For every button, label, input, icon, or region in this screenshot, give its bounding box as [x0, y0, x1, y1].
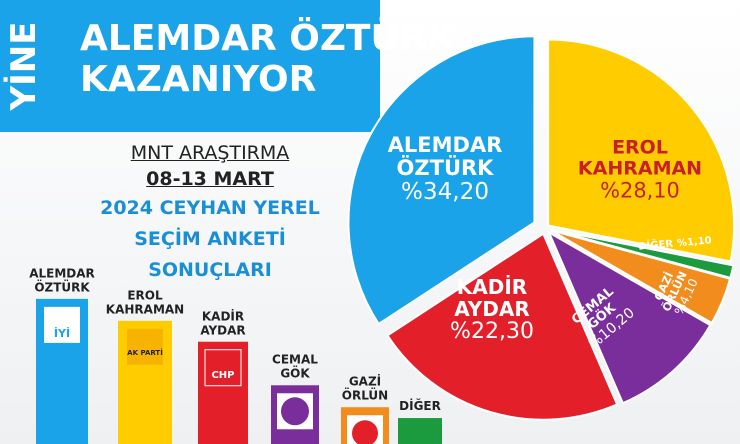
slice-name: KADİR AYDAR: [454, 274, 530, 321]
subtitle-line: SEÇİM ANKETİ: [134, 228, 286, 250]
slice-value: %22,30: [450, 318, 534, 344]
subtitle-line: MNT ARAŞTIRMA: [130, 142, 290, 164]
slice-value: %28,10: [600, 178, 680, 203]
pie-slice: [386, 232, 619, 421]
bar-label: DİĞER: [399, 399, 441, 414]
party-logo: [204, 349, 242, 387]
slice-value: %34,20: [400, 179, 490, 206]
party-logo-text: AK PARTİ: [127, 348, 163, 357]
bar-label: CEMAL GÖK: [272, 352, 318, 381]
subtitle-line: SONUÇLARI: [148, 259, 272, 281]
bar-label: ALEMDAR ÖZTÜRK: [29, 266, 95, 295]
subtitle-line: 2024 CEYHAN YEREL: [100, 197, 320, 219]
bar-label: KADİR AYDAR: [200, 309, 246, 337]
pie-slice: [546, 230, 712, 405]
bar: [398, 418, 442, 444]
slice-label: KADİR AYDAR %22,30: [450, 276, 534, 344]
subtitle-line: 08-13 MART: [146, 168, 274, 190]
slice-label: EROL KAHRAMAN %28,10: [577, 136, 703, 203]
banner: [0, 0, 380, 132]
slice-name: EROL KAHRAMAN: [577, 136, 703, 180]
party-logo-text: CHP: [211, 369, 235, 381]
kicker: YİNE: [4, 21, 44, 111]
party-logo: [44, 306, 80, 343]
slice-label: ALEMDAR ÖZTÜRK %34,20: [388, 134, 503, 206]
slice-name: ALEMDAR ÖZTÜRK: [387, 133, 503, 181]
bar-label: GAZİ ÖRLÜN: [341, 374, 389, 403]
title: ALEMDAR ÖZTÜRK KAZANIYOR: [80, 18, 456, 101]
party-logo-text: İYİ: [53, 326, 71, 340]
pie-slice: [347, 35, 536, 326]
pie-slice: [547, 38, 736, 263]
bar-label: EROL KAHRAMAN: [105, 288, 185, 317]
party-logo-mark: [281, 397, 309, 426]
party-logo: [127, 328, 163, 365]
party-logo-mark: [352, 420, 378, 444]
pie-slice: [550, 229, 732, 325]
